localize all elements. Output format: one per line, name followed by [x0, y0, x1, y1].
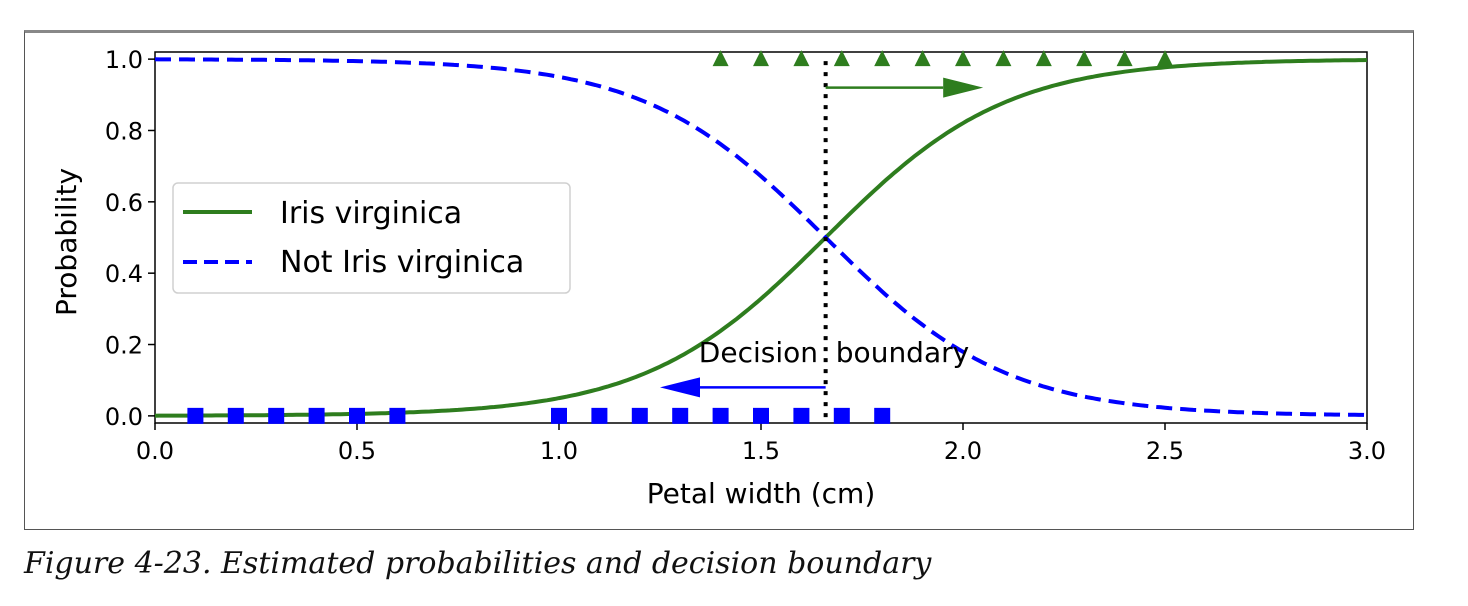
square-marker — [672, 407, 689, 424]
square-marker — [631, 407, 648, 424]
x-tick-label: 1.0 — [540, 437, 578, 465]
square-marker — [874, 407, 891, 424]
y-tick-label: 0.0 — [105, 403, 143, 431]
triangle-marker — [793, 50, 810, 67]
square-marker — [712, 407, 729, 424]
y-tick-label: 0.4 — [105, 260, 143, 288]
decision-boundary-label: Decision boundary — [699, 336, 969, 369]
square-marker — [227, 407, 244, 424]
y-tick-label: 0.2 — [105, 332, 143, 360]
x-tick-label: 2.5 — [1146, 437, 1184, 465]
triangle-marker — [874, 50, 891, 67]
square-marker — [268, 407, 285, 424]
square-marker — [793, 407, 810, 424]
triangle-marker — [995, 50, 1012, 67]
y-axis-label: Probability — [50, 168, 83, 316]
x-tick-label: 0.5 — [338, 437, 376, 465]
legend-label-not-iris-virginica: Not Iris virginica — [280, 245, 524, 280]
triangle-marker — [712, 50, 729, 67]
x-tick-label: 3.0 — [1348, 437, 1386, 465]
square-marker — [187, 407, 204, 424]
square-marker — [591, 407, 608, 424]
figure-caption: Figure 4-23. Estimated probabilities and… — [24, 546, 932, 581]
legend-label-iris-virginica: Iris virginica — [280, 196, 462, 231]
triangle-marker — [1035, 50, 1052, 67]
y-tick-label: 0.6 — [105, 189, 143, 217]
square-marker — [349, 407, 365, 424]
x-tick-label: 1.5 — [742, 437, 780, 465]
legend: Iris virginica Not Iris virginica — [172, 182, 571, 294]
arrow-head-0 — [943, 77, 984, 98]
y-tick-label: 0.8 — [105, 117, 143, 145]
triangle-marker — [1076, 50, 1093, 67]
triangle-marker — [955, 50, 971, 67]
triangle-marker — [1157, 50, 1173, 67]
square-marker — [753, 407, 769, 424]
y-tick-label: 1.0 — [105, 46, 143, 74]
triangle-marker — [753, 50, 769, 67]
triangle-marker — [914, 50, 931, 67]
square-marker — [308, 407, 325, 424]
arrow-head-1 — [660, 377, 700, 398]
triangle-marker — [1116, 50, 1133, 67]
square-marker — [833, 407, 850, 424]
series-line-1 — [154, 57, 1368, 417]
x-tick-label: 2.0 — [944, 437, 982, 465]
square-marker — [389, 407, 406, 424]
square-marker — [551, 407, 567, 424]
triangle-marker — [833, 50, 850, 67]
figure-frame — [24, 30, 1414, 530]
x-axis-label: Petal width (cm) — [647, 477, 876, 510]
x-tick-label: 0.0 — [136, 437, 174, 465]
